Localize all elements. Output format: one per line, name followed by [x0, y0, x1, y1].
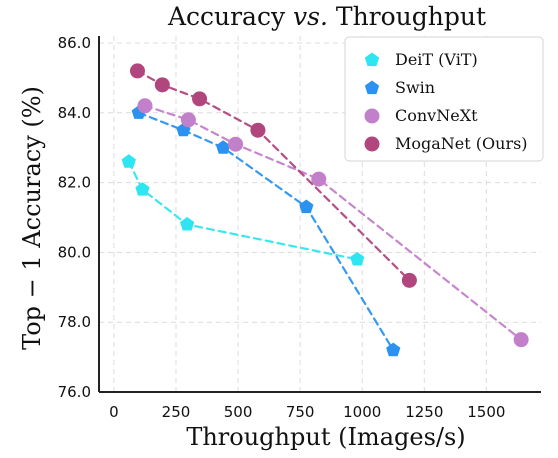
legend-marker: [364, 80, 380, 95]
legend-label: ConvNeXt: [395, 106, 478, 125]
x-tick-label: 250: [162, 403, 191, 421]
data-point: [311, 171, 327, 187]
y-tick-label: 86.0: [58, 34, 91, 52]
y-tick-label: 82.0: [58, 174, 91, 192]
data-point: [154, 77, 170, 93]
axes: [98, 36, 541, 393]
series-line: [136, 69, 411, 282]
series-line: [127, 160, 359, 261]
data-point: [121, 154, 136, 168]
y-tick-label: 84.0: [58, 104, 91, 122]
y-tick-label: 76.0: [58, 383, 91, 401]
data-point: [180, 216, 195, 231]
y-tick-label: 80.0: [58, 243, 91, 261]
x-tick-label: 500: [224, 403, 253, 421]
data-point: [228, 136, 244, 152]
data-point: [299, 199, 314, 214]
legend-label: DeiT (ViT): [395, 50, 478, 69]
data-point: [386, 342, 401, 357]
data-point: [513, 332, 529, 348]
series-points: [121, 63, 529, 357]
legend-marker: [364, 108, 380, 124]
ticks: 0 250 500 750 1000 1250 1500 76.0 78.0 80.0 82.0 84…: [58, 34, 506, 421]
data-point: [129, 63, 145, 79]
y-axis-label: Top − 1 Accuracy (%): [18, 86, 46, 350]
legend: DeiT (ViT) Swin ConvNeXt MogaNet (Ours): [344, 36, 544, 162]
legend-box: [344, 36, 544, 162]
x-axis-label: Throughput (Images/s): [186, 423, 465, 451]
data-point: [401, 272, 417, 288]
x-tick-label: 750: [286, 403, 315, 421]
data-point: [135, 182, 150, 196]
legend-marker: [364, 136, 380, 152]
data-point: [250, 122, 266, 138]
legend-label: Swin: [395, 78, 435, 97]
legend-marker: [364, 52, 380, 67]
data-point: [137, 98, 153, 114]
x-tick-label: 1500: [467, 403, 505, 421]
data-point: [350, 251, 365, 266]
x-tick-label: 0: [109, 403, 119, 421]
x-tick-label: 1250: [405, 403, 443, 421]
data-point: [180, 112, 196, 128]
legend-label: MogaNet (Ours): [395, 134, 528, 153]
y-tick-label: 78.0: [58, 313, 91, 331]
data-point: [192, 91, 208, 107]
chart-title: Accuracy vs. Throughput: [167, 2, 486, 31]
data-point: [216, 140, 231, 154]
x-tick-label: 1000: [343, 403, 381, 421]
